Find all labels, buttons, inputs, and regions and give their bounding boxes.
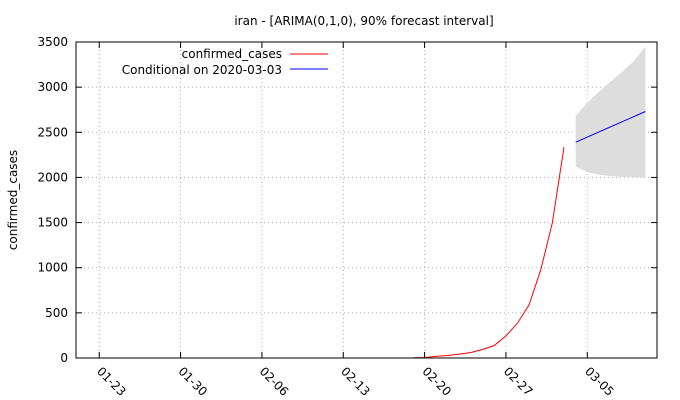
axes: 0 500 1000 1500 2000 2500 3000 3500 01-23 01-30 02…: [37, 35, 657, 399]
legend-label-conditional: Conditional on 2020-03-03: [122, 63, 282, 77]
legend-label-confirmed-cases: confirmed_cases: [182, 47, 282, 61]
x-tick-label: 02-06: [257, 364, 292, 399]
plot-frame: [75, 41, 658, 359]
y-axis-label: confirmed_cases: [6, 150, 20, 250]
series-line-conditional-forecast: [575, 111, 646, 143]
forecast-interval-band: [575, 46, 646, 178]
forecast-interval-area: [575, 46, 646, 178]
x-tick-label: 03-05: [582, 364, 617, 399]
x-tick-label: 02-27: [501, 364, 536, 399]
x-tick-label: 02-20: [419, 364, 454, 399]
x-tick-label: 01-23: [94, 364, 129, 399]
y-tick-label: 0: [60, 351, 68, 365]
series-lines: [412, 111, 646, 359]
chart-title: iran - [ARIMA(0,1,0), 90% forecast inter…: [234, 14, 493, 28]
y-tick-label: 2500: [37, 125, 68, 139]
grid: [76, 42, 657, 358]
y-tick-label: 3000: [37, 80, 68, 94]
y-tick-label: 1500: [37, 216, 68, 230]
y-tick-label: 3500: [37, 35, 68, 49]
y-tick-label: 500: [45, 306, 68, 320]
x-tick-label: 01-30: [175, 364, 210, 399]
series-line-confirmed-cases: [412, 147, 565, 359]
x-tick-label: 02-13: [338, 364, 373, 399]
y-tick-label: 1000: [37, 261, 68, 275]
y-tick-label: 2000: [37, 170, 68, 184]
legend: confirmed_cases Conditional on 2020-03-0…: [122, 47, 328, 77]
